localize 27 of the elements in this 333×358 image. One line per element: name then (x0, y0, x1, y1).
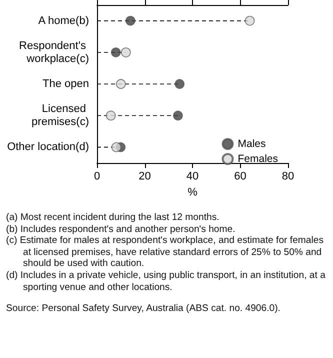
point (126, 16, 136, 26)
y-tick-label: A home(b) (38, 14, 89, 27)
x-tick-label: 0 (94, 170, 100, 182)
x-tick-label: 20 (138, 170, 151, 182)
text: (c) Estimate for males at respondent's workplace, and estimate for females at licensed premises, have relative standard errors of 25% to 50% and should be used with caution. (6, 235, 324, 270)
text: (a) Most recent incident during the last 12 months. (6, 212, 220, 224)
y-tick-label: Respondent's workplace(c) (19, 40, 89, 65)
point (173, 110, 183, 120)
x-tick-label: 80 (282, 170, 294, 182)
text: (d) Includes in a private vehicle, using public transport, in an institution, at a sporting venue and other locations. (6, 270, 326, 294)
y-tick-label: Licensed premises(c) (32, 103, 89, 128)
x-axis-title: % (188, 186, 198, 198)
point (244, 16, 255, 26)
legend-label: Females (238, 153, 278, 165)
y-tick-label: The open (42, 78, 89, 90)
x-tick-label: 60 (234, 170, 246, 182)
text: (b) Includes respondent's and another person's home. (6, 224, 236, 236)
x-tick-label: 40 (186, 170, 199, 182)
y-tick-label: Other location(d) (7, 141, 89, 154)
point (111, 142, 122, 152)
point (174, 79, 185, 89)
point (106, 110, 116, 120)
point (116, 79, 126, 89)
point (121, 48, 131, 58)
point (110, 48, 121, 58)
legend-label: Males (238, 138, 266, 150)
source-note: Source: Personal Safety Survey, Australia (ABS cat. no. 4906.0). (6, 303, 282, 315)
